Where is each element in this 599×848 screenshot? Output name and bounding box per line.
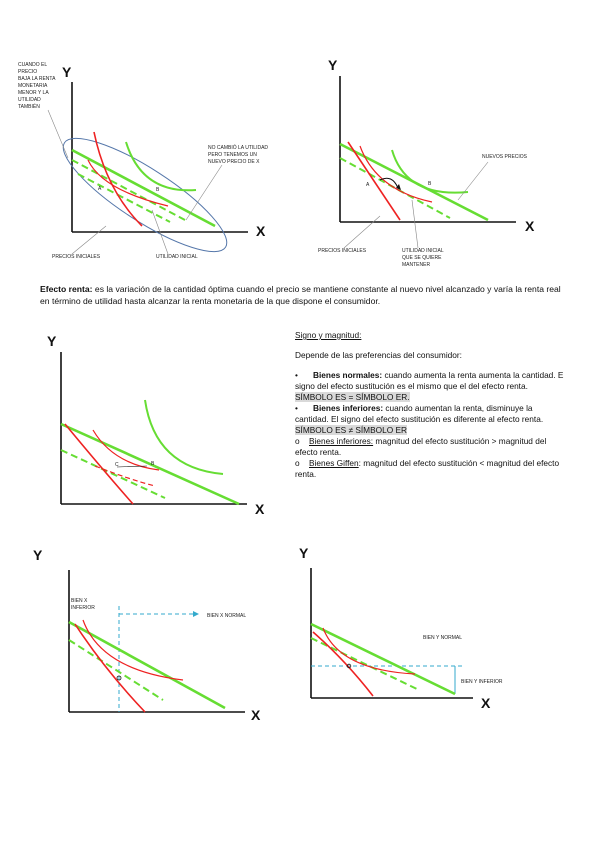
fig1-shifted-budget-line [77,173,171,223]
fig1-note-left: CUANDO EL PRECIO BAJA LA RENTA MONETARIA… [18,62,57,110]
fig5-label-inferior: BIEN Y INFERIOR [461,679,503,685]
bullet-inferior: • [295,403,298,413]
bullet-normal: • [295,370,298,380]
fig2-new-prices-pointer [457,161,489,201]
fig4-initial-budget-line [74,623,146,713]
fig3-x-axis-label: X [255,501,265,517]
normal-goods-term: Bienes normales: [313,370,383,380]
figure-4: Y X BIEN X INFERIOR BIEN X NORMAL [33,547,261,723]
fig3-indifference-curve-2 [94,465,156,487]
fig3-new-budget-line [60,422,240,506]
fig5-label-normal: BIEN Y NORMAL [423,635,462,641]
fig5-equilibrium-point [346,663,352,669]
sub-bullet-1: o [295,436,300,446]
fig3-indifference-curve-1 [92,429,160,471]
fig3-y-axis-label: Y [47,333,57,349]
fig2-y-axis-label: Y [328,57,338,73]
fig3-point-b: B [151,461,155,467]
fig2-arrowhead [396,184,401,190]
sub-item-inferior: o Bienes inferiores: magnitud del efecto … [295,436,567,458]
fig2-compensated-budget-line [339,157,451,219]
inferior-goods-term: Bienes inferiores: [313,403,384,413]
inferior-symbol: SÍMBOLO ES ≠ SÍMBOLO ER [295,425,407,435]
normal-symbol: SÍMBOLO ES = SÍMBOLO ER. [295,392,410,402]
fig1-label-utility: UTILIDAD INICIAL [156,254,198,260]
normal-goods-item: • Bienes normales: cuando aumenta la rent… [295,370,567,392]
fig2-prices-pointer [343,215,381,249]
fig5-x-axis-label: X [481,695,491,711]
fig5-indifference-curve [322,627,416,675]
figure-2: Y X A B NUEVOS PRECIOS PRECIOS INICIALES… [318,57,535,268]
fig4-indifference-curve [82,619,184,681]
income-effect-paragraph: Efecto renta: es la variación de la cant… [40,283,565,307]
sign-magnitude-notes: Signo y magnitud: Depende de las prefere… [295,330,567,480]
normal-goods-text: cuando aumenta la renta aumenta la canti… [295,370,564,391]
sub-giffen-term: Bienes Giffen [309,458,359,468]
fig1-new-indifference-curve [125,141,197,192]
normal-symbol-line: SÍMBOLO ES = SÍMBOLO ER. [295,392,567,403]
fig4-compensated-budget-line [68,639,164,701]
fig3-new-indifference-curve [144,399,224,475]
fig3-guide [116,465,148,468]
figure-5: Y X BIEN Y NORMAL BIEN Y INFERIOR [299,545,503,711]
sub-bullet-2: o [295,458,300,468]
fig2-point-a: A [366,182,370,188]
fig4-new-budget-line [68,620,226,710]
fig1-note-right: NO CAMBIÓ LA UTILIDAD PERO TENEMOS UN NU… [208,144,269,165]
sub-inferior-term: Bienes inferiores: [309,436,374,446]
fig5-new-budget-line [310,622,456,696]
fig2-initial-budget-line [347,141,401,221]
figure-3: Y X C B [47,333,265,517]
fig2-point-b: B [428,181,432,187]
fig1-utility-pointer [151,209,169,255]
fig2-x-axis-label: X [525,218,535,234]
fig1-point-a: A [98,186,102,192]
notes-intro: Depende de las preferencias del consumid… [295,350,462,360]
fig1-point-b: B [156,187,160,193]
fig4-arrowhead [193,611,199,617]
income-effect-definition: es la variación de la cantidad óptima cu… [40,284,561,306]
fig2-new-indifference-curve [391,149,469,194]
fig3-point-c: C [115,462,119,468]
fig5-compensated-budget-line [310,637,420,691]
fig3-initial-budget-line [64,423,134,505]
fig1-note-left-pointer [47,109,69,159]
notes-title: Signo y magnitud: [295,330,362,340]
inferior-goods-text: cuando aumentan la renta, disminuye la c… [295,403,544,424]
fig4-x-axis-label: X [251,707,261,723]
fig1-initial-budget-line [93,131,143,227]
fig1-y-axis-label: Y [62,64,72,80]
sub-giffen-text: : magnitud del efecto sustitución < magn… [295,458,560,479]
fig3-compensated-budget-line [60,449,166,499]
fig5-initial-budget-line [312,631,374,697]
fig2-label-prices: PRECIOS INICIALES [318,248,367,254]
income-effect-term: Efecto renta: [40,284,93,294]
fig2-utility-pointer [411,199,419,249]
fig4-y-axis-label: Y [33,547,43,563]
fig1-initial-indifference-curve [87,159,169,207]
figure-1: Y X A B CUANDO EL PRECIO BAJA LA RENTA M… [18,62,269,260]
inferior-goods-item: • Bienes inferiores: cuando aumentan la r… [295,403,567,425]
fig1-oval [62,137,228,253]
fig5-y-axis-label: Y [299,545,309,561]
fig4-equilibrium-point [116,675,122,681]
fig1-x-axis-label: X [256,223,266,239]
fig2-initial-indifference-curve [359,145,433,203]
fig1-note-right-pointer [185,164,223,221]
fig1-prices-pointer [71,225,107,255]
sub-inferior-text: magnitud del efecto sustitución > magnit… [295,436,547,457]
fig4-label-normal: BIEN X NORMAL [207,613,246,619]
sub-item-giffen: o Bienes Giffen: magnitud del efecto sust… [295,458,567,480]
fig4-label-inferior: BIEN X INFERIOR [71,598,95,611]
fig1-label-prices: PRECIOS INICIALES [52,254,101,260]
fig2-movement-arrow [379,177,399,189]
fig2-label-utility: UTILIDAD INICIAL QUE SE QUIERE MANTENER [402,248,445,268]
fig1-new-budget-line [71,148,216,228]
inferior-symbol-line: SÍMBOLO ES ≠ SÍMBOLO ER [295,425,567,436]
fig2-label-new-prices: NUEVOS PRECIOS [482,154,528,160]
